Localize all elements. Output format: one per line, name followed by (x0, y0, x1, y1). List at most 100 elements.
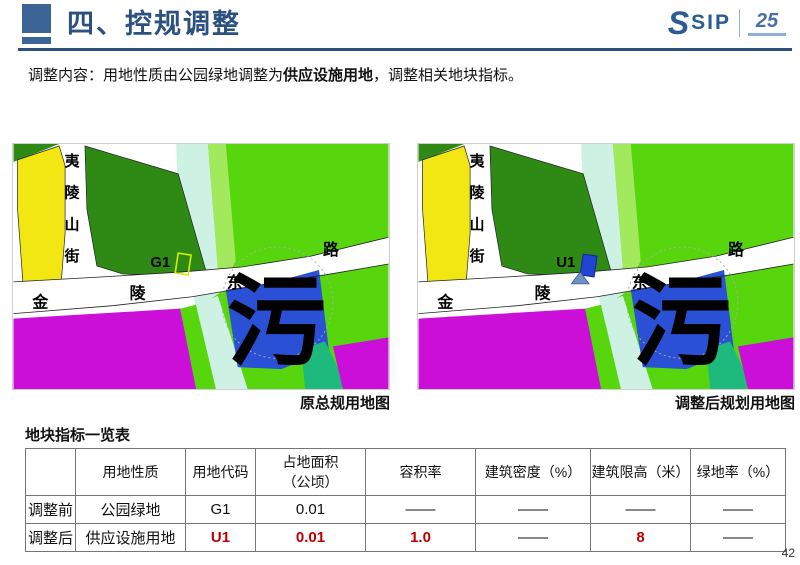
road-edge-top (13, 236, 389, 283)
zone-magenta-left (418, 308, 604, 389)
road-name-char: 东 (227, 273, 243, 292)
column-header: 占地面积 （公顷） (255, 448, 366, 496)
anniversary-mark: 25 (748, 11, 786, 36)
dotted-circle (626, 246, 739, 359)
row-label: 调整前 (25, 495, 76, 524)
canal-upper (176, 144, 220, 309)
intro-highlight: 供应设施用地 (283, 67, 374, 84)
intro-prefix: 调整内容：用地性质由公园绿地调整为 (28, 67, 284, 84)
sewage-plant-label: 污 (632, 267, 731, 378)
zone-magenta-right (737, 337, 794, 389)
table-cell: 0.01 (255, 523, 366, 552)
street-name-char: 夷 (65, 152, 80, 170)
green-strip-bottom (585, 304, 621, 389)
road-name-char: 陵 (130, 285, 146, 303)
table-cell: —— (590, 495, 691, 524)
header-rule (18, 48, 792, 51)
street-name-char: 陵 (65, 184, 80, 202)
road-name-char: 金 (31, 293, 48, 312)
table-row: 调整后 供应设施用地 U1 0.01 1.0 —— 8 —— (25, 523, 786, 552)
row-label: 调整后 (25, 523, 76, 552)
canal-upper (581, 144, 625, 309)
table-cell: 供应设施用地 (75, 523, 186, 552)
sip-s-icon: S (667, 5, 690, 41)
intro-suffix: ，调整相关地块指标。 (373, 67, 524, 84)
sip-logo: S SIP 25 (668, 2, 786, 44)
table-cell: —— (475, 495, 591, 524)
sewage-plant-label: 污 (227, 267, 326, 378)
column-header: 用地性质 (75, 448, 186, 496)
table-cell: 8 (590, 523, 691, 552)
indicator-table: 用地性质 用地代码 占地面积 （公顷） 容积率 建筑密度（%） 建筑限高（米） 绿地率（%）… (25, 448, 786, 552)
street-name-char: 街 (64, 247, 80, 265)
table-cell: —— (475, 523, 591, 552)
table-cell: 公园绿地 (75, 495, 186, 524)
map-after: 污夷陵山街金陵东路 U1 (417, 143, 795, 390)
map-after-caption: 调整后规划用地图 (674, 395, 795, 412)
column-header: 建筑密度（%） (475, 448, 591, 496)
plot-outline-marker (174, 252, 192, 276)
anniversary-subtext-icon (748, 32, 786, 36)
street-name-char: 山 (470, 216, 485, 233)
road-name-char: 金 (436, 293, 453, 312)
zone-magenta-right (332, 337, 389, 389)
street-name-char: 陵 (470, 184, 485, 202)
table-cell: G1 (185, 495, 256, 524)
column-header (25, 448, 76, 496)
road-edge-bottom (418, 263, 794, 315)
table-cell: 1.0 (365, 523, 476, 552)
zone-magenta-left (13, 308, 199, 389)
table-title: 地块指标一览表 (25, 427, 131, 444)
logo-divider (739, 9, 740, 37)
intro-text: 调整内容：用地性质由公园绿地调整为供应设施用地，调整相关地块指标。 (28, 64, 523, 88)
map-before: 污夷陵山街金陵东路 G1 (12, 143, 390, 390)
road-name-char: 东 (632, 273, 648, 292)
table-row: 调整前 公园绿地 G1 0.01 —— —— —— —— (25, 495, 786, 524)
column-header: 绿地率（%） (690, 448, 786, 496)
road-band (418, 237, 794, 314)
map-before-caption: 原总规用地图 (299, 395, 390, 412)
plot-filled-marker (579, 253, 598, 278)
dotted-circle (221, 246, 334, 359)
plot-marker-label: U1 (556, 255, 575, 271)
zone-water-blue (225, 269, 329, 370)
triangle-marker (570, 271, 590, 285)
zone-water-blue (630, 269, 734, 370)
sip-logo-text: SIP (691, 11, 731, 34)
header-bar-icon (22, 37, 51, 44)
road-band (13, 237, 389, 314)
table-header-row: 用地性质 用地代码 占地面积 （公顷） 容积率 建筑密度（%） 建筑限高（米） 绿地率（%） (25, 448, 786, 496)
table-cell: —— (690, 523, 786, 552)
zone-yellow (17, 145, 66, 291)
table-cell: —— (365, 495, 476, 524)
canal-lower (196, 295, 248, 389)
road-name-char: 陵 (535, 285, 551, 303)
table-cell: 0.01 (255, 495, 366, 524)
street-name-char: 山 (65, 216, 80, 233)
page-title: 四、控规调整 (67, 9, 241, 39)
road-name-char: 路 (728, 240, 744, 259)
table-cell: —— (690, 495, 786, 524)
canal-lower (601, 295, 653, 389)
teal-strip (706, 341, 750, 389)
street-name-char: 街 (469, 247, 485, 265)
teal-strip (301, 341, 345, 389)
green-strip-bottom (180, 304, 216, 389)
plot-marker-label: G1 (150, 255, 170, 271)
column-header: 容积率 (365, 448, 476, 496)
road-edge-top (418, 236, 794, 283)
road-name-char: 路 (323, 240, 339, 259)
street-name-char: 夷 (470, 152, 485, 170)
header-square-icon (22, 4, 51, 33)
column-header: 用地代码 (185, 448, 256, 496)
zone-yellow (422, 145, 471, 291)
road-edge-bottom (13, 263, 389, 315)
table-cell: U1 (185, 523, 256, 552)
zone-light-green-strip (612, 144, 641, 293)
anniversary-number: 25 (755, 9, 779, 32)
column-header: 建筑限高（米） (590, 448, 691, 496)
zone-light-green-strip (207, 144, 236, 293)
